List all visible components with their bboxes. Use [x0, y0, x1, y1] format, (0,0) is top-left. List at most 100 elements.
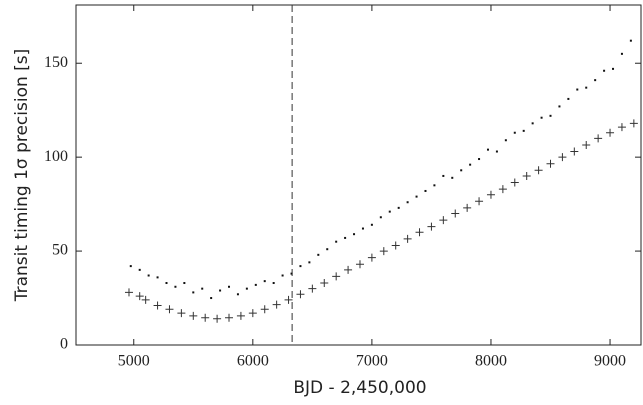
point [129, 265, 132, 268]
point [183, 282, 186, 285]
point [201, 287, 204, 290]
point [576, 88, 579, 91]
point [478, 158, 481, 161]
point [379, 216, 382, 219]
x-tick-label: 5000 [118, 353, 150, 370]
y-tick-label: 150 [44, 54, 68, 71]
point [549, 114, 552, 117]
point [361, 227, 364, 230]
point [236, 311, 245, 320]
point [135, 292, 144, 301]
plot-frame [75, 4, 642, 346]
point [192, 291, 195, 294]
point [442, 174, 445, 177]
point [213, 314, 222, 323]
point [594, 79, 597, 82]
point [272, 282, 275, 285]
point [174, 285, 177, 288]
x-tick-label: 7000 [356, 353, 388, 370]
point [165, 305, 174, 314]
y-tick-label: 0 [60, 336, 68, 353]
point [344, 265, 353, 274]
point [263, 280, 266, 283]
point [320, 279, 329, 288]
point [629, 119, 638, 128]
point [138, 268, 141, 271]
point [272, 300, 281, 309]
point [141, 295, 150, 304]
point [594, 134, 603, 143]
point [534, 166, 543, 175]
point [189, 311, 198, 320]
point [424, 189, 427, 192]
point [403, 234, 412, 243]
point [606, 128, 615, 137]
point [391, 241, 400, 250]
point [299, 265, 302, 268]
point [225, 313, 234, 322]
point [451, 209, 460, 218]
point [379, 247, 388, 256]
y-tick-label: 100 [44, 148, 68, 165]
point [296, 290, 305, 299]
point [153, 301, 162, 310]
point [201, 313, 210, 322]
point [463, 203, 472, 212]
point [522, 129, 525, 132]
point [475, 197, 484, 206]
point [355, 260, 364, 269]
point [540, 116, 543, 119]
point [370, 223, 373, 226]
point [406, 201, 409, 204]
point [248, 309, 257, 318]
point [585, 86, 588, 89]
point [156, 276, 159, 279]
point [629, 39, 632, 42]
point [317, 253, 320, 256]
point [510, 178, 519, 187]
point [498, 185, 507, 194]
point [308, 261, 311, 264]
point [388, 210, 391, 213]
point [570, 147, 579, 156]
point [582, 140, 591, 149]
x-tick-label: 8000 [475, 353, 507, 370]
point [147, 274, 150, 277]
point [284, 295, 293, 304]
point [415, 228, 424, 237]
point [344, 236, 347, 239]
point [504, 139, 507, 142]
point [486, 190, 495, 199]
y-tick-label: 50 [52, 242, 68, 259]
point [486, 148, 489, 151]
point [177, 309, 186, 318]
point [290, 272, 293, 275]
point [567, 97, 570, 100]
point [495, 150, 498, 153]
point [124, 288, 133, 297]
point [558, 105, 561, 108]
point [546, 159, 555, 168]
x-tick-label: 6000 [237, 353, 269, 370]
point [308, 284, 317, 293]
point [469, 163, 472, 166]
point [531, 122, 534, 125]
x-axis-label: BJD - 2,450,000 [293, 378, 426, 398]
point [254, 283, 257, 286]
point [165, 282, 168, 285]
point [513, 131, 516, 134]
point [281, 274, 284, 277]
point [245, 287, 248, 290]
point [612, 67, 615, 70]
point [397, 206, 400, 209]
point [332, 272, 341, 281]
point [219, 289, 222, 292]
point [367, 253, 376, 262]
point [260, 305, 269, 314]
point [335, 240, 338, 243]
point [210, 297, 213, 300]
point [433, 184, 436, 187]
x-tick-label: 9000 [594, 353, 626, 370]
point [415, 195, 418, 198]
